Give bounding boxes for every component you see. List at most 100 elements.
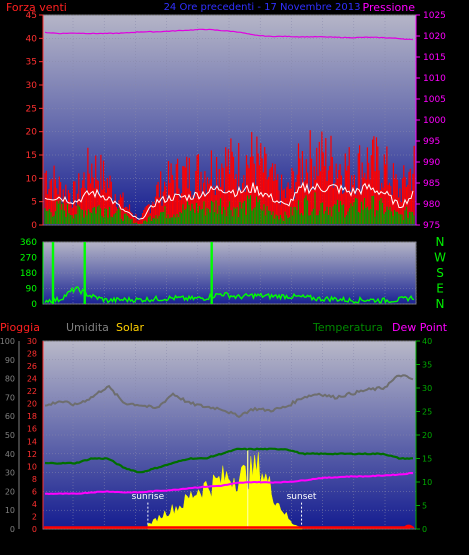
panel3-temp-tick: 40 (422, 337, 432, 346)
panel3-rain-tick: 2 (32, 512, 37, 521)
rain-bar (403, 524, 415, 529)
chart-title-right: Pressione (363, 1, 416, 14)
panel3-temp-tick: 35 (422, 361, 432, 370)
panel1-left-tick: 5 (31, 198, 37, 208)
panel3-rain-tick: 6 (32, 487, 37, 496)
panel3-rain-tick: 26 (27, 362, 37, 371)
panel2-left-tick: 0 (31, 300, 37, 310)
panel1-right-tick: 1020 (423, 32, 446, 42)
panel1-x-tick: 06 (129, 230, 142, 240)
panel1-x-tick: 18 (316, 230, 329, 240)
panel3-humidity-tick: 0 (10, 525, 15, 534)
panel3-rain-tick: 30 (27, 337, 37, 346)
sunset-label: sunset (287, 492, 317, 502)
panel3-temp-tick: 0 (422, 525, 427, 534)
panel3-humidity-tick: 20 (5, 487, 15, 496)
panel1-left-tick: 0 (31, 221, 37, 231)
wind-direction-line (44, 286, 415, 304)
panel2-left-tick: 270 (20, 254, 37, 264)
panel3-x-tick: 22 (379, 536, 392, 546)
panel3-x-tick: 18 (316, 536, 329, 546)
panel3-rain-tick: 16 (27, 425, 37, 434)
panel3-x-tick: 20 (348, 536, 361, 546)
panel3-rain-tick: 22 (27, 387, 37, 396)
panel3-rain-tick: 8 (32, 475, 37, 484)
panel1-left-tick: 15 (26, 151, 37, 161)
panel1-x-tick: 14 (254, 230, 267, 240)
panel3-rain-tick: 20 (27, 400, 37, 409)
panel2-compass-label: N (436, 235, 445, 249)
panel1-x-tick: 02 (67, 230, 80, 240)
panel3-rain-tick: 24 (27, 375, 37, 384)
panel3-temp-tick: 10 (422, 478, 432, 487)
panel3-x-tick: 14 (254, 536, 267, 546)
panel2-compass-label: N (436, 297, 445, 311)
solar-area (147, 452, 303, 530)
legend-temperatura: Temperatura (312, 321, 383, 334)
panel3-rain-tick: 28 (27, 350, 37, 359)
panel3-x-tick: 04 (98, 536, 111, 546)
panel3-humidity-tick: 100 (0, 337, 15, 346)
panel1-x-tick: 10 (192, 230, 205, 240)
panel3-x-tick: 00 (410, 536, 423, 546)
panel1-left-tick: 40 (26, 34, 38, 44)
panel3-x-tick: 16 (285, 536, 298, 546)
panel1-right-tick: 1010 (423, 74, 446, 84)
panel1-x-tick: 08 (160, 230, 173, 240)
panel3-humidity-tick: 30 (5, 469, 15, 478)
panel3-rain-tick: 14 (27, 437, 37, 446)
chart-title-left: Forza venti (6, 1, 67, 14)
panel3-humidity-tick: 60 (5, 412, 15, 421)
panel3-rain-tick: 12 (27, 450, 37, 459)
panel3-x-tick: 06 (129, 536, 142, 546)
panel3-rain-tick: 4 (32, 500, 37, 509)
panel1-left-tick: 25 (26, 104, 37, 114)
panel3-temp-tick: 30 (422, 384, 432, 393)
panel1-x-tick: 04 (98, 230, 111, 240)
panel3-humidity-tick: 40 (5, 450, 15, 459)
panel1-x-tick: 20 (348, 230, 361, 240)
panel3-rain-tick: 0 (32, 525, 37, 534)
panel3-humidity-tick: 90 (5, 356, 15, 365)
panel2-left-tick: 180 (20, 269, 37, 279)
legend-umidita: Umidita (66, 321, 109, 334)
dewpoint-line (44, 471, 414, 496)
temperature-line (44, 447, 413, 474)
panel3-x-tick: 10 (192, 536, 205, 546)
panel3-x-tick: 08 (160, 536, 173, 546)
panel1-right-tick: 1005 (423, 95, 446, 105)
panel3-rain-tick: 10 (27, 462, 37, 471)
legend-pioggia: Pioggia (0, 321, 40, 334)
humidity-line (44, 374, 414, 419)
panel3-x-tick: 02 (67, 536, 80, 546)
panel1-x-tick: 00 (410, 230, 423, 240)
sunrise-label: sunrise (132, 492, 165, 502)
panel1-x-tick: 16 (285, 230, 298, 240)
panel1-x-tick: 12 (223, 230, 236, 240)
panel1-left-tick: 35 (26, 58, 37, 68)
panel1-right-tick: 985 (423, 179, 440, 189)
panel1-left-tick: 10 (26, 174, 38, 184)
panel2-compass-label: E (436, 282, 444, 296)
legend-dewpoint: Dew Point (392, 321, 448, 334)
panel3-humidity-tick: 10 (5, 506, 15, 515)
panel3-temp-tick: 5 (422, 502, 427, 511)
panel3-x-tick: 12 (223, 536, 236, 546)
wind-mean-line (44, 181, 414, 220)
panel3-humidity-tick: 80 (5, 375, 15, 384)
panel3-humidity-tick: 70 (5, 393, 15, 402)
panel1-right-tick: 995 (423, 137, 440, 147)
panel1-right-tick: 1000 (423, 116, 446, 126)
panel1-x-tick: 22 (379, 230, 392, 240)
panel3-rain-tick: 18 (27, 412, 37, 421)
panel1-left-tick: 30 (26, 81, 38, 91)
panel3-temp-tick: 15 (422, 455, 432, 464)
chart-title: 24 Ore precedenti - 17 Novembre 2013 (164, 2, 361, 13)
panel1-left-tick: 20 (26, 128, 38, 138)
panel1-right-tick: 990 (423, 158, 440, 168)
panel2-compass-label: W (434, 251, 446, 265)
sunrise-axis-label: sunrise (143, 536, 172, 545)
panel2-left-tick: 90 (26, 285, 38, 295)
panel3-temp-tick: 20 (422, 431, 432, 440)
